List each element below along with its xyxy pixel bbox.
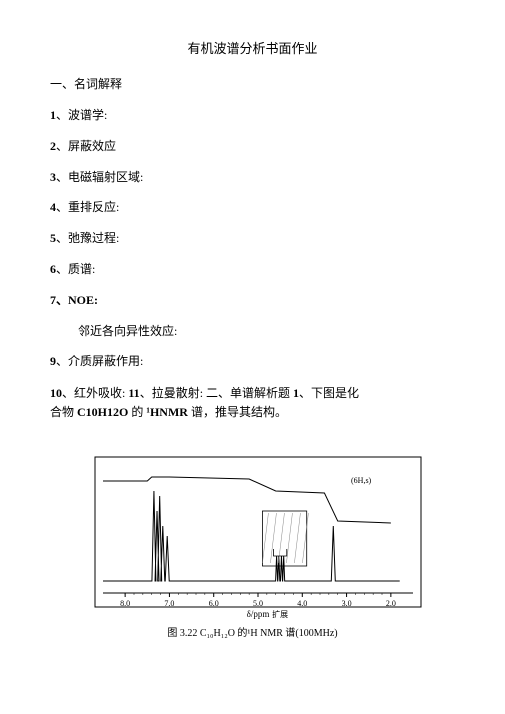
svg-text:5.0: 5.0 [253,599,263,608]
nmr-figure: (6H,s) 8.0 7.0 6.0 5.0 4.0 3.0 2.0 δ/ppm扩展 图 3.2… [50,453,455,641]
formula: C10H12O [77,405,128,419]
svg-text:δ/ppm: δ/ppm [246,609,269,619]
svg-text:3.0: 3.0 [341,599,351,608]
run-paragraph: 10、红外吸收: 11、拉曼散射: 二、单谱解析题 1、下图是化 合物 C10H… [50,384,455,422]
svg-text:2.0: 2.0 [385,599,395,608]
item-text: 、屏蔽效应 [56,139,116,153]
run-text: 的 [128,405,146,419]
item-5: 5、弛豫过程: [50,230,455,247]
item-text: 、弛豫过程: [56,231,119,245]
run-text: 、下图是化 [299,386,359,400]
item-text: 、NOE: [56,293,98,307]
item-4: 4、重排反应: [50,199,455,216]
item-text: 、质谱: [56,262,95,276]
item-2: 2、屏蔽效应 [50,138,455,155]
section-heading: 一、名词解释 [50,76,455,93]
svg-text:扩展: 扩展 [272,609,288,619]
item-text: 、介质屏蔽作用: [56,354,143,368]
item-text: 、重排反应: [56,200,119,214]
item-text: 、电磁辐射区域: [56,170,143,184]
run-text: 、红外吸收: [62,386,128,400]
run-text: 合物 [50,405,77,419]
run-num: 11 [128,386,139,400]
item-1: 1、波谱学: [50,107,455,124]
spectrum-type: ¹HNMR [146,405,188,419]
item-text: 、波谱学: [56,108,107,122]
svg-text:(6H,s): (6H,s) [351,476,372,485]
run-text: 、拉曼散射: 二、单谱解析题 [140,386,293,400]
item-6: 6、质谱: [50,261,455,278]
page-title: 有机波谱分析书面作业 [50,40,455,58]
svg-text:6.0: 6.0 [208,599,218,608]
figure-caption: 图 3.22 C₁₀H₁₂O 的¹H NMR 谱(100MHz) [50,627,455,641]
run-num: 10 [50,386,62,400]
svg-text:8.0: 8.0 [120,599,130,608]
nmr-spectrum-svg: (6H,s) 8.0 7.0 6.0 5.0 4.0 3.0 2.0 δ/ppm扩展 [83,453,423,623]
svg-text:7.0: 7.0 [164,599,174,608]
item-8-sub: 邻近各向异性效应: [78,323,455,340]
item-7: 7、NOE: [50,292,455,309]
run-text: 谱，推导其结构。 [188,405,287,419]
svg-text:4.0: 4.0 [297,599,307,608]
item-3: 3、电磁辐射区域: [50,169,455,186]
item-9: 9、介质屏蔽作用: [50,353,455,370]
